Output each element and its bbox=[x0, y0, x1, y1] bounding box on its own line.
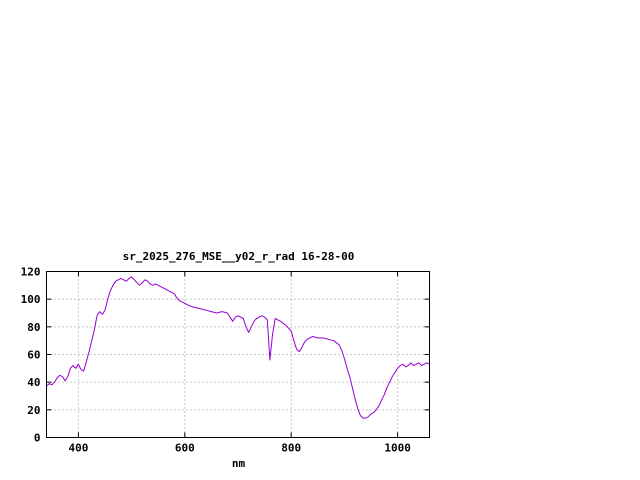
x-tick-label: 600 bbox=[175, 442, 195, 455]
y-tick-label: 80 bbox=[27, 321, 40, 334]
y-tick-label: 0 bbox=[34, 432, 41, 445]
y-tick-label: 100 bbox=[21, 293, 41, 306]
x-tick-label: 400 bbox=[68, 442, 88, 455]
y-tick-label: 60 bbox=[27, 349, 40, 362]
y-tick-label: 120 bbox=[21, 266, 41, 279]
chart-title: sr_2025_276_MSE__y02_r_rad 16-28-00 bbox=[122, 250, 355, 263]
y-tick-label: 40 bbox=[27, 376, 40, 389]
y-tick-label: 20 bbox=[27, 404, 40, 417]
x-tick-label: 800 bbox=[281, 442, 301, 455]
x-tick-label: 1000 bbox=[384, 442, 411, 455]
x-axis-label: nm bbox=[231, 457, 246, 470]
series-line bbox=[46, 276, 430, 419]
